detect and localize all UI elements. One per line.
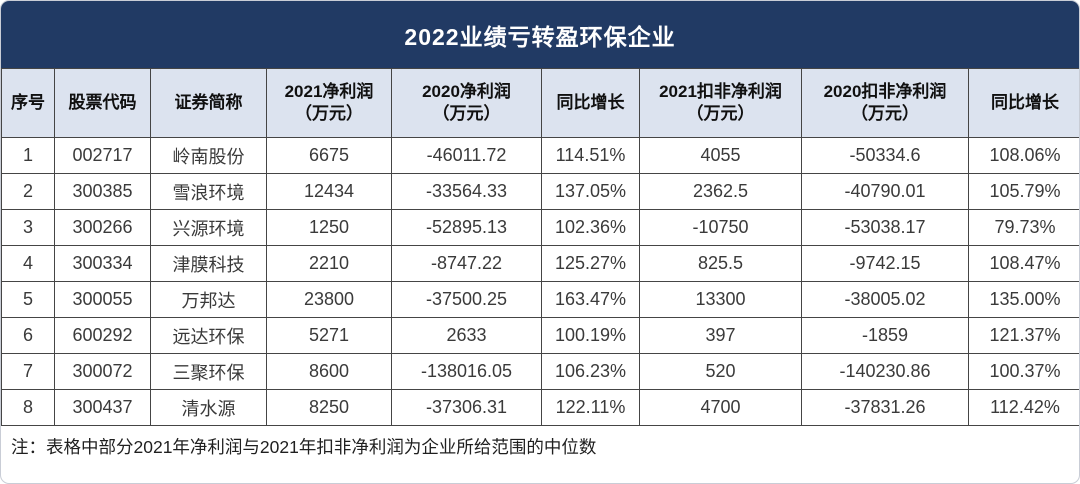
table-cell: 8: [1, 389, 55, 426]
table-cell: 岭南股份: [150, 137, 267, 174]
table-cell: 300055: [54, 281, 151, 318]
table-cell: 万邦达: [150, 281, 267, 318]
table-row: 4 300334 津膜科技 2210 -8747.22 125.27% 825.5 -9742…: [1, 245, 1079, 282]
table-cell: 2: [1, 173, 55, 210]
table-cell: 300072: [54, 353, 151, 390]
table-cell: 163.47%: [541, 281, 640, 318]
table-cell: -8747.22: [391, 245, 542, 282]
table-cell: 8600: [266, 353, 392, 390]
table-cell: 002717: [54, 137, 151, 174]
table-row: 3 300266 兴源环境 1250 -52895.13 102.36% -10750 -53…: [1, 209, 1079, 246]
table-cell: 远达环保: [150, 317, 267, 354]
col-index: 序号: [1, 68, 55, 138]
table-cell: 102.36%: [541, 209, 640, 246]
data-table: 序号 股票代码 证券简称 2021净利润 （万元） 2020净利润 （万元） 同…: [1, 68, 1079, 426]
table-cell: -53038.17: [801, 209, 969, 246]
table-cell: 600292: [54, 317, 151, 354]
table-cell: 1: [1, 137, 55, 174]
table-cell: -140230.86: [801, 353, 969, 390]
table-cell: 825.5: [639, 245, 802, 282]
table-cell: 2362.5: [639, 173, 802, 210]
col-2020-net-profit: 2020净利润 （万元）: [391, 68, 542, 138]
table-cell: 6675: [266, 137, 392, 174]
table-cell: -37306.31: [391, 389, 542, 426]
table-cell: 100.19%: [541, 317, 640, 354]
table-note: 注：表格中部分2021年净利润与2021年扣非净利润为企业所给范围的中位数: [1, 426, 1079, 467]
header-row: 序号 股票代码 证券简称 2021净利润 （万元） 2020净利润 （万元） 同…: [1, 68, 1079, 138]
table-cell: -38005.02: [801, 281, 969, 318]
table-cell: 137.05%: [541, 173, 640, 210]
table-cell: 125.27%: [541, 245, 640, 282]
col-stock-name: 证券简称: [150, 68, 267, 138]
table-cell: 108.47%: [968, 245, 1079, 282]
table-cell: 4055: [639, 137, 802, 174]
table-cell: -46011.72: [391, 137, 542, 174]
table-cell: -1859: [801, 317, 969, 354]
table-row: 7 300072 三聚环保 8600 -138016.05 106.23% 520 -1402…: [1, 353, 1079, 390]
table-cell: 5271: [266, 317, 392, 354]
table-cell: 100.37%: [968, 353, 1079, 390]
table-cell: 1250: [266, 209, 392, 246]
table-cell: 106.23%: [541, 353, 640, 390]
col-stock-code: 股票代码: [54, 68, 151, 138]
table-cell: 79.73%: [968, 209, 1079, 246]
table-cell: 津膜科技: [150, 245, 267, 282]
table-row: 6 600292 远达环保 5271 2633 100.19% 397 -1859 121.37…: [1, 317, 1079, 354]
table-cell: 三聚环保: [150, 353, 267, 390]
table-cell: -52895.13: [391, 209, 542, 246]
table-cell: 108.06%: [968, 137, 1079, 174]
col-2021-net-profit: 2021净利润 （万元）: [266, 68, 392, 138]
table-cell: 300334: [54, 245, 151, 282]
table-cell: -138016.05: [391, 353, 542, 390]
table-cell: 2633: [391, 317, 542, 354]
table-cell: -9742.15: [801, 245, 969, 282]
table-row: 8 300437 清水源 8250 -37306.31 122.11% 4700 -37831…: [1, 389, 1079, 426]
col-yoy-growth-deducted: 同比增长: [968, 68, 1079, 138]
table-cell: 520: [639, 353, 802, 390]
table-cell: -37831.26: [801, 389, 969, 426]
table-cell: 4: [1, 245, 55, 282]
table-cell: -40790.01: [801, 173, 969, 210]
table-cell: 4700: [639, 389, 802, 426]
table-cell: 135.00%: [968, 281, 1079, 318]
table-cell: 300385: [54, 173, 151, 210]
table-row: 2 300385 雪浪环境 12434 -33564.33 137.05% 2362.5 -4…: [1, 173, 1079, 210]
table-cell: 12434: [266, 173, 392, 210]
table-cell: 114.51%: [541, 137, 640, 174]
table-cell: 3: [1, 209, 55, 246]
table-cell: 6: [1, 317, 55, 354]
table-cell: -10750: [639, 209, 802, 246]
table-cell: 23800: [266, 281, 392, 318]
col-2021-deducted-net-profit: 2021扣非净利润 （万元）: [639, 68, 802, 138]
table-row: 1 002717 岭南股份 6675 -46011.72 114.51% 4055 -5033…: [1, 137, 1079, 174]
table-cell: 雪浪环境: [150, 173, 267, 210]
table-cell: 13300: [639, 281, 802, 318]
table-cell: 8250: [266, 389, 392, 426]
table-cell: -37500.25: [391, 281, 542, 318]
table-cell: 清水源: [150, 389, 267, 426]
table-cell: 300437: [54, 389, 151, 426]
table-cell: 2210: [266, 245, 392, 282]
col-yoy-growth: 同比增长: [541, 68, 640, 138]
table-cell: 5: [1, 281, 55, 318]
table-cell: -33564.33: [391, 173, 542, 210]
table-cell: 121.37%: [968, 317, 1079, 354]
table-cell: -50334.6: [801, 137, 969, 174]
page-title: 2022业绩亏转盈环保企业: [1, 1, 1079, 68]
table-cell: 7: [1, 353, 55, 390]
table-cell: 122.11%: [541, 389, 640, 426]
table-cell: 105.79%: [968, 173, 1079, 210]
table-cell: 300266: [54, 209, 151, 246]
table-cell: 112.42%: [968, 389, 1079, 426]
table-body: 1 002717 岭南股份 6675 -46011.72 114.51% 4055 -5033…: [1, 137, 1079, 426]
table-row: 5 300055 万邦达 23800 -37500.25 163.47% 13300 -380…: [1, 281, 1079, 318]
col-2020-deducted-net-profit: 2020扣非净利润 （万元）: [801, 68, 969, 138]
table-cell: 兴源环境: [150, 209, 267, 246]
table-cell: 397: [639, 317, 802, 354]
